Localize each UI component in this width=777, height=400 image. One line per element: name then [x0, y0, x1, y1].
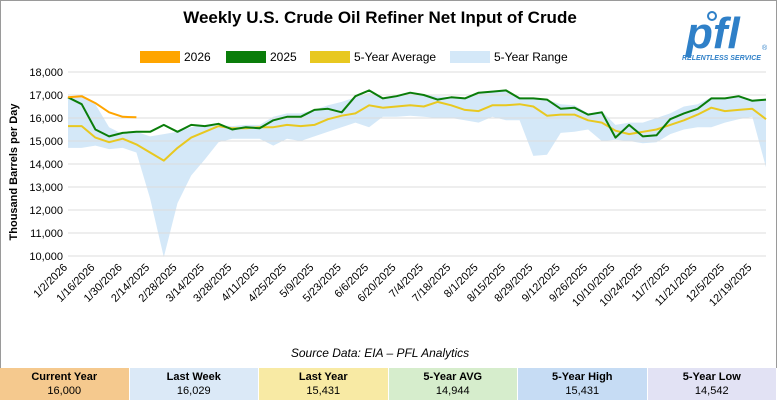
range-band	[68, 90, 766, 258]
stats-footer: Current Year 16,000 Last Week 16,029 Las…	[0, 368, 777, 400]
stat-value: 16,000	[47, 385, 82, 397]
y-tick-label: 17,000	[29, 90, 63, 102]
series-line-2026	[67, 95, 137, 119]
legend-swatch-2025	[226, 51, 266, 63]
stat-5yr-low: 5-Year Low 14,542	[647, 368, 777, 400]
legend-label-5yr-avg: 5-Year Average	[354, 50, 437, 64]
pfl-logo-dot	[707, 11, 717, 21]
stat-5yr-high: 5-Year High 15,431	[518, 368, 648, 400]
legend-label-2025: 2025	[270, 50, 297, 64]
source-note: Source Data: EIA – PFL Analytics	[290, 346, 470, 360]
stat-value: 15,431	[565, 385, 600, 397]
stat-label: Last Week	[166, 371, 221, 383]
stat-label: 5-Year Low	[682, 371, 741, 383]
legend-swatch-5yr-avg	[310, 51, 350, 63]
series-line-2025	[67, 89, 767, 139]
stat-last-week: Last Week 16,029	[129, 368, 259, 400]
y-tick-label: 13,000	[29, 182, 63, 194]
stat-label: Current Year	[31, 371, 98, 383]
chart-title: Weekly U.S. Crude Oil Refiner Net Input …	[183, 8, 577, 27]
stat-label: Last Year	[298, 371, 348, 383]
pfl-logo: pfl ® RELENTLESS SERVICE	[678, 6, 770, 66]
y-tick-label: 18,000	[29, 67, 63, 79]
y-tick-label: 10,000	[29, 251, 63, 263]
legend-label-2026: 2026	[184, 50, 211, 64]
legend-swatch-2026	[140, 51, 180, 63]
chart-frame	[0, 0, 777, 369]
y-tick-label: 15,000	[29, 136, 63, 148]
legend-label-5yr-range: 5-Year Range	[494, 50, 568, 64]
stat-value: 16,029	[176, 385, 211, 397]
stat-label: 5-Year AVG	[423, 371, 483, 383]
y-tick-label: 12,000	[29, 205, 63, 217]
y-tick-label: 11,000	[30, 228, 63, 240]
series-line-5yr-avg	[68, 100, 767, 162]
pfl-logo-tagline: RELENTLESS SERVICE	[682, 55, 761, 62]
stat-value: 15,431	[306, 385, 341, 397]
stat-value: 14,542	[694, 385, 729, 397]
chart-plot: 10,000 11,000 12,000 13,000 14,000 15,000 16,0…	[29, 67, 767, 309]
y-tick-label: 16,000	[29, 113, 63, 125]
stat-last-year: Last Year 15,431	[259, 368, 389, 400]
y-tick-label: 14,000	[29, 159, 63, 171]
stat-current-year: Current Year 16,000	[0, 368, 130, 400]
stat-label: 5-Year High	[551, 371, 613, 383]
pfl-logo-trademark: ®	[762, 44, 768, 52]
stat-value: 14,944	[435, 385, 470, 397]
legend-swatch-5yr-range	[450, 51, 490, 63]
stat-5yr-avg: 5-Year AVG 14,944	[388, 368, 518, 400]
pfl-logo-graphic: pfl ® RELENTLESS SERVICE	[682, 9, 768, 62]
